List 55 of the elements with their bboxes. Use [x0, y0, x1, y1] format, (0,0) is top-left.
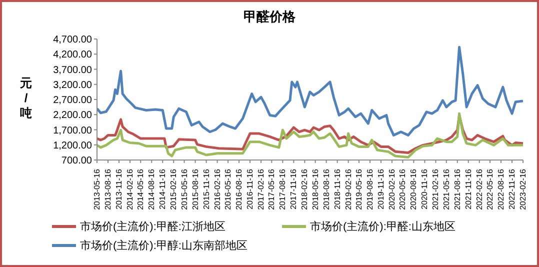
- x-tick-label: 2018-05-16: [310, 168, 320, 210]
- x-tick-label: 2019-08-16: [365, 168, 374, 210]
- x-tick-label: 2020-11-16: [420, 168, 430, 210]
- legend-label: 市场价(主流价):甲醛:山东地区: [310, 220, 456, 234]
- x-tick-label: 2021-02-16: [431, 168, 440, 210]
- x-tick-label: 2014-02-16: [126, 168, 134, 210]
- y-tick-label: 3,200.00: [53, 80, 92, 91]
- x-tick-label: 2017-11-16: [289, 168, 298, 210]
- x-tick-label: 2015-08-16: [190, 168, 200, 210]
- x-tick-label: 2018-08-16: [322, 168, 331, 210]
- x-tick-label: 2016-08-16: [234, 168, 244, 210]
- x-tick-label: 2018-02-16: [300, 168, 310, 210]
- x-tick-label: 2013-08-16: [104, 168, 112, 210]
- x-tick-label: 2016-05-16: [224, 168, 233, 210]
- y-tick-label: 2,700.00: [53, 95, 92, 106]
- y-tick-label: 3,700.00: [53, 64, 92, 76]
- y-tick-label: 2,200.00: [53, 110, 92, 122]
- x-tick-label: 2022-05-16: [486, 168, 494, 210]
- y-tick-label: 700.00: [61, 156, 92, 167]
- x-tick-label: 2019-05-16: [354, 168, 364, 210]
- y-tick-label: 1,200.00: [53, 140, 92, 152]
- x-tick-label: 2019-11-16: [376, 168, 386, 210]
- x-tick-label: 2015-02-16: [169, 168, 178, 210]
- x-tick-label: 2014-08-16: [147, 168, 156, 210]
- y-tick-label: 1,700.00: [53, 125, 92, 136]
- x-tick-label: 2018-11-16: [332, 168, 342, 210]
- y-tick-label: 4,200.00: [53, 50, 92, 61]
- legend-label: 市场价(主流价):甲醛:江浙地区: [80, 220, 226, 234]
- x-tick-label: 2016-02-16: [212, 168, 222, 210]
- x-tick-label: 2021-11-16: [464, 168, 473, 210]
- x-tick-label: 2017-02-16: [256, 168, 266, 210]
- x-tick-label: 2021-05-16: [442, 168, 451, 210]
- y-tick-label: 4,700.00: [53, 34, 92, 46]
- x-tick-label: 2022-08-16: [496, 168, 506, 210]
- x-tick-label: 2023-02-16: [518, 168, 528, 210]
- y-axis-title: 元/吨: [19, 76, 33, 121]
- x-tick-label: 2020-05-16: [398, 168, 408, 210]
- x-tick-label: 2017-08-16: [278, 168, 288, 210]
- x-tick-label: 2022-02-16: [474, 168, 484, 210]
- x-tick-label: 2020-02-16: [387, 168, 396, 210]
- chart-title: 甲醛价格: [242, 8, 296, 26]
- x-tick-label: 2020-08-16: [409, 168, 418, 210]
- x-tick-label: 2017-05-16: [267, 168, 276, 210]
- line-series: [97, 46, 523, 136]
- x-tick-label: 2013-05-16: [92, 168, 102, 210]
- x-tick-label: 2021-08-16: [452, 168, 462, 210]
- x-tick-label: 2016-11-16: [246, 168, 255, 210]
- x-tick-label: 2014-05-16: [136, 168, 146, 210]
- x-tick-label: 2015-11-16: [202, 168, 211, 210]
- x-tick-label: 2019-02-16: [344, 168, 353, 210]
- x-tick-label: 2014-11-16: [158, 168, 168, 210]
- x-tick-label: 2022-11-16: [508, 168, 516, 210]
- x-tick-label: 2013-11-16: [114, 168, 124, 210]
- legend-label: 市场价(主流价):甲醇:山东南部地区: [80, 238, 248, 253]
- x-tick-label: 2015-05-16: [180, 168, 189, 210]
